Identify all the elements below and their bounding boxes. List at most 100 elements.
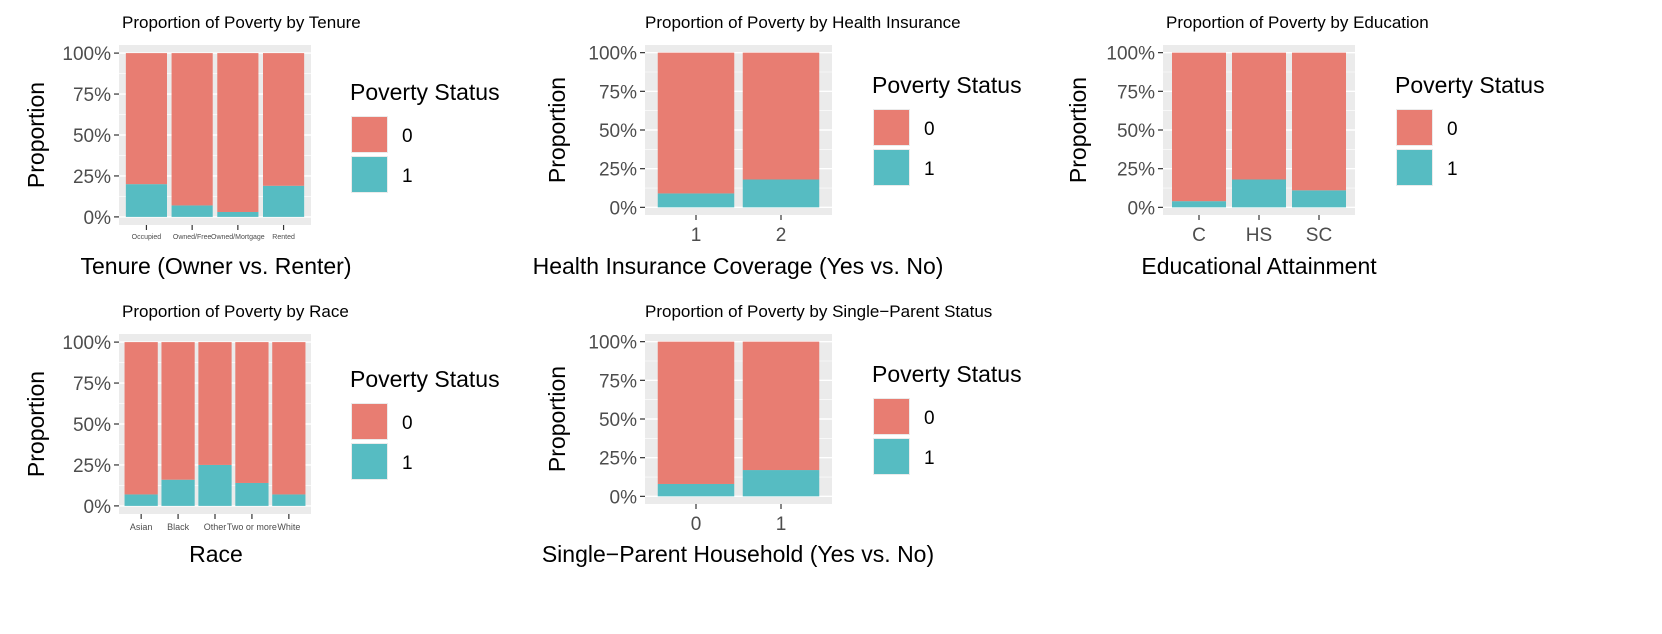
bar-segment-status-0 bbox=[657, 52, 735, 194]
x-axis-label: Educational Attainment bbox=[1141, 253, 1377, 279]
chart-title: Proportion of Poverty by Race bbox=[122, 302, 349, 321]
bar-segment-status-1 bbox=[742, 179, 820, 208]
x-tick-label: 1 bbox=[691, 225, 702, 246]
legend-title: Poverty Status bbox=[1395, 72, 1545, 98]
x-axis-label: Single−Parent Household (Yes vs. No) bbox=[542, 541, 934, 567]
legend-label: 1 bbox=[924, 448, 935, 469]
y-axis-label: Proportion bbox=[1065, 77, 1091, 183]
y-tick-label: 100% bbox=[62, 333, 111, 354]
y-tick-label: 100% bbox=[588, 333, 637, 354]
legend-title: Poverty Status bbox=[350, 79, 500, 105]
legend-swatch-1 bbox=[1397, 150, 1432, 185]
bar-segment-status-1 bbox=[235, 482, 269, 506]
legend-label: 0 bbox=[1447, 119, 1458, 140]
x-tick-label: C bbox=[1192, 225, 1206, 246]
y-tick-label: 0% bbox=[84, 497, 112, 518]
chart-panel-5: Proportion of Poverty by Single−Parent S… bbox=[542, 302, 1022, 567]
bar-segment-status-1 bbox=[1232, 179, 1286, 208]
legend-title: Poverty Status bbox=[872, 72, 1022, 98]
chart-title: Proportion of Poverty by Tenure bbox=[122, 13, 361, 32]
y-axis-label: Proportion bbox=[544, 77, 570, 183]
y-tick-label: 75% bbox=[599, 371, 637, 392]
bar-segment-status-0 bbox=[124, 342, 158, 495]
bar-segment-status-1 bbox=[125, 184, 167, 217]
bar-segment-status-1 bbox=[657, 193, 735, 208]
y-tick-label: 25% bbox=[599, 160, 637, 181]
y-tick-label: 100% bbox=[62, 44, 111, 65]
y-tick-label: 0% bbox=[610, 198, 638, 219]
bar-segment-status-1 bbox=[1172, 201, 1226, 208]
legend-label: 1 bbox=[402, 453, 413, 474]
legend-swatch-0 bbox=[874, 399, 909, 434]
y-tick-label: 0% bbox=[1128, 198, 1156, 219]
y-tick-label: 50% bbox=[599, 410, 637, 431]
legend-swatch-0 bbox=[874, 110, 909, 145]
x-tick-label: Asian bbox=[130, 522, 153, 532]
legend-swatch-1 bbox=[352, 444, 387, 479]
x-tick-label: 2 bbox=[776, 225, 787, 246]
legend: Poverty Status 0 1 bbox=[872, 361, 1022, 475]
bar-segment-status-0 bbox=[272, 342, 306, 495]
y-tick-label: 25% bbox=[73, 167, 111, 188]
x-axis-label: Health Insurance Coverage (Yes vs. No) bbox=[533, 253, 944, 279]
x-axis-label: Tenure (Owner vs. Renter) bbox=[81, 253, 352, 279]
bar-segment-status-0 bbox=[263, 53, 305, 186]
bar-segment-status-1 bbox=[657, 483, 735, 497]
bar-segment-status-1 bbox=[272, 494, 306, 506]
legend-label: 0 bbox=[924, 119, 935, 140]
y-tick-label: 50% bbox=[73, 415, 111, 436]
x-tick-label: White bbox=[277, 522, 300, 532]
bar-segment-status-1 bbox=[263, 185, 305, 217]
x-tick-label: SC bbox=[1306, 225, 1332, 246]
bar-segment-status-1 bbox=[217, 211, 259, 217]
legend-swatch-1 bbox=[874, 439, 909, 474]
y-tick-label: 50% bbox=[1117, 121, 1155, 142]
bar-segment-status-0 bbox=[171, 53, 213, 206]
chart-panel-4: Proportion of Poverty by Race 0% 25% 50% 75%… bbox=[23, 302, 500, 567]
bar-segment-status-1 bbox=[161, 479, 195, 506]
bar-segment-status-0 bbox=[742, 341, 820, 471]
y-axis-label: Proportion bbox=[23, 371, 49, 477]
bar-segment-status-1 bbox=[124, 494, 158, 506]
bar-segment-status-1 bbox=[1292, 190, 1346, 208]
chart-title: Proportion of Poverty by Education bbox=[1166, 13, 1429, 32]
bar-segment-status-0 bbox=[1292, 52, 1346, 191]
legend-label: 0 bbox=[402, 126, 413, 147]
y-tick-label: 75% bbox=[1117, 82, 1155, 103]
bar-segment-status-1 bbox=[742, 470, 820, 497]
bar-segment-status-0 bbox=[125, 53, 167, 185]
y-tick-label: 25% bbox=[599, 449, 637, 470]
bar-segment-status-0 bbox=[742, 52, 820, 180]
bar-segment-status-0 bbox=[217, 53, 259, 212]
bar-segment-status-1 bbox=[198, 464, 232, 506]
chart-panel-1: Proportion of Poverty by Tenure 0% 25% 50% 7… bbox=[23, 13, 500, 279]
legend-swatch-0 bbox=[1397, 110, 1432, 145]
bar-segment-status-0 bbox=[235, 342, 269, 483]
legend-label: 0 bbox=[402, 413, 413, 434]
x-tick-label: Owned/Mortgage bbox=[211, 234, 265, 241]
y-tick-label: 25% bbox=[1117, 160, 1155, 181]
legend-label: 1 bbox=[402, 166, 413, 187]
legend-swatch-0 bbox=[352, 404, 387, 439]
y-tick-label: 50% bbox=[73, 126, 111, 147]
chart-panel-3: Proportion of Poverty by Education 0% 25% 5… bbox=[1065, 13, 1545, 279]
y-tick-label: 25% bbox=[73, 456, 111, 477]
x-axis-label: Race bbox=[189, 541, 243, 567]
bar-segment-status-0 bbox=[161, 342, 195, 480]
legend-title: Poverty Status bbox=[350, 366, 500, 392]
y-tick-label: 75% bbox=[599, 82, 637, 103]
chart-panel-2: Proportion of Poverty by Health Insuranc… bbox=[533, 13, 1022, 279]
x-tick-label: Occupied bbox=[132, 234, 162, 241]
bar-segment-status-0 bbox=[198, 342, 232, 465]
x-tick-label: Two or more bbox=[227, 522, 277, 532]
y-tick-label: 0% bbox=[610, 487, 638, 508]
legend-swatch-1 bbox=[874, 150, 909, 185]
bar-segment-status-0 bbox=[657, 341, 735, 484]
x-tick-label: HS bbox=[1246, 225, 1272, 246]
x-tick-label: Rented bbox=[272, 234, 295, 241]
legend: Poverty Status 0 1 bbox=[872, 72, 1022, 186]
y-axis-label: Proportion bbox=[23, 82, 49, 188]
bar-segment-status-0 bbox=[1232, 52, 1286, 180]
x-tick-label: 0 bbox=[691, 514, 702, 535]
